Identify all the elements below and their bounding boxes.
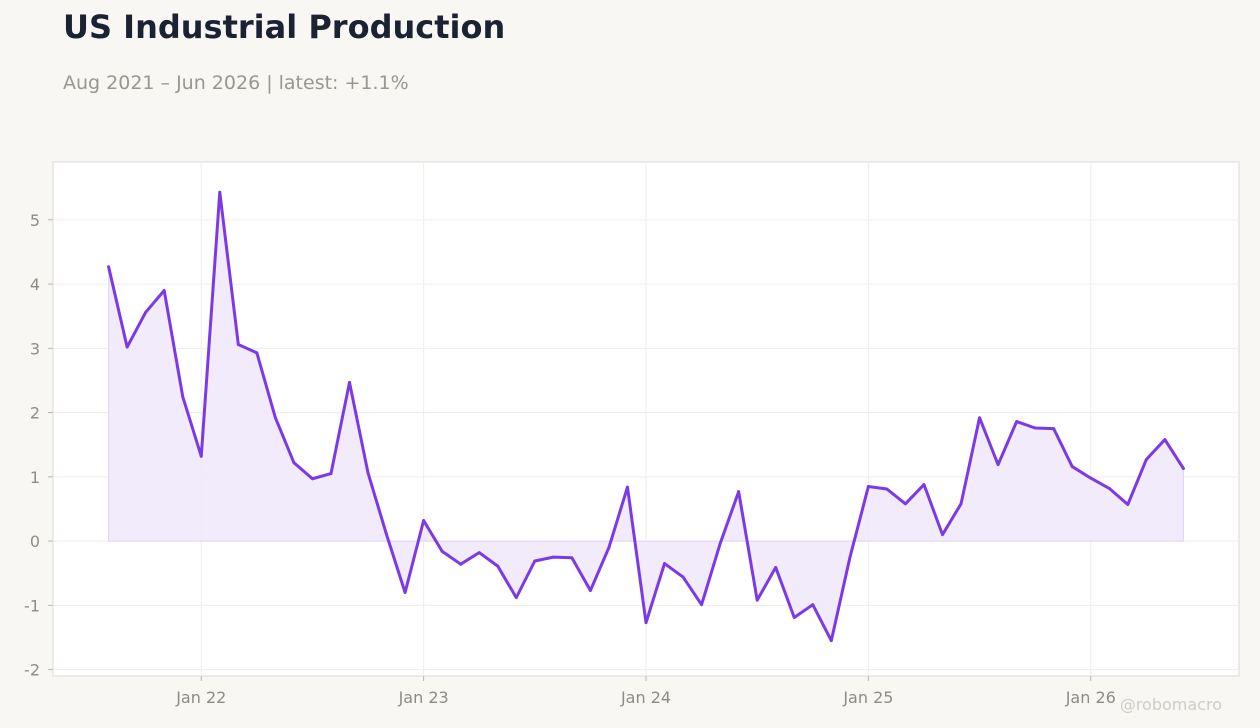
data-point (737, 490, 741, 494)
watermark: @robomacro (1120, 695, 1222, 714)
data-point (1015, 420, 1019, 423)
data-point (755, 598, 759, 602)
y-tick-label: 0 (30, 532, 40, 551)
data-point (1107, 486, 1111, 490)
data-point (1070, 465, 1074, 468)
x-tick-label: Jan 22 (175, 688, 226, 707)
data-point (774, 566, 778, 569)
data-point (718, 542, 722, 546)
data-point (514, 596, 518, 600)
x-tick-label: Jan 23 (398, 688, 449, 707)
data-point (348, 380, 351, 384)
data-point (236, 343, 240, 346)
x-axis: Jan 22 Jan 23 Jan 24 Jan 25 Jan 26 (175, 676, 1116, 707)
data-points (107, 190, 1185, 643)
y-axis: -2 -1 0 1 2 3 4 5 (24, 211, 53, 680)
data-point (218, 190, 222, 194)
data-point (459, 562, 463, 566)
data-point (941, 533, 944, 537)
data-point (107, 265, 110, 269)
data-point (366, 471, 370, 475)
x-tick-label: Jan 25 (842, 688, 893, 707)
data-point (663, 562, 666, 565)
data-point (570, 556, 574, 560)
data-point (885, 487, 889, 491)
data-point (477, 551, 481, 555)
data-point (829, 639, 833, 643)
data-point (1182, 467, 1185, 470)
data-point (496, 564, 500, 568)
data-point (700, 603, 703, 607)
data-point (1089, 476, 1093, 480)
data-point (922, 483, 926, 486)
data-point (589, 589, 592, 592)
data-point (292, 461, 296, 465)
data-point (904, 502, 907, 506)
y-tick-label: 5 (30, 211, 40, 230)
data-point (144, 310, 148, 314)
data-point (1126, 503, 1130, 506)
data-point (125, 345, 129, 349)
chart-title: US Industrial Production (63, 8, 506, 46)
y-tick-label: -1 (24, 596, 40, 615)
data-point (681, 575, 685, 579)
y-tick-label: 2 (30, 404, 40, 423)
data-point (162, 289, 166, 292)
data-point (199, 454, 203, 458)
data-point (329, 472, 333, 476)
data-point (273, 416, 277, 420)
data-point (422, 519, 426, 522)
data-point (644, 621, 648, 625)
data-point (255, 351, 259, 355)
data-point (533, 559, 537, 563)
data-point (1052, 427, 1056, 431)
data-point (996, 463, 1000, 467)
data-point (1033, 426, 1037, 430)
chart-subtitle: Aug 2021 – Jun 2026 | latest: +1.1% (63, 72, 409, 94)
data-point (440, 549, 444, 553)
x-tick-label: Jan 24 (620, 688, 671, 707)
data-point (403, 591, 407, 594)
data-point (866, 485, 870, 488)
y-tick-label: 4 (30, 275, 40, 294)
data-point (385, 533, 388, 537)
y-tick-label: 3 (30, 339, 40, 358)
data-point (848, 556, 852, 560)
data-point (607, 546, 611, 549)
data-point (551, 555, 555, 559)
data-point (811, 603, 815, 607)
y-tick-label: -2 (24, 661, 40, 680)
data-point (978, 416, 981, 420)
data-point (1144, 458, 1148, 461)
data-point (959, 502, 963, 506)
data-point (311, 477, 314, 481)
data-point (181, 395, 185, 398)
x-tick-label: Jan 26 (1065, 688, 1116, 707)
data-point (792, 616, 796, 619)
data-point (626, 485, 629, 489)
y-tick-label: 1 (30, 468, 40, 487)
data-point (1163, 438, 1167, 441)
